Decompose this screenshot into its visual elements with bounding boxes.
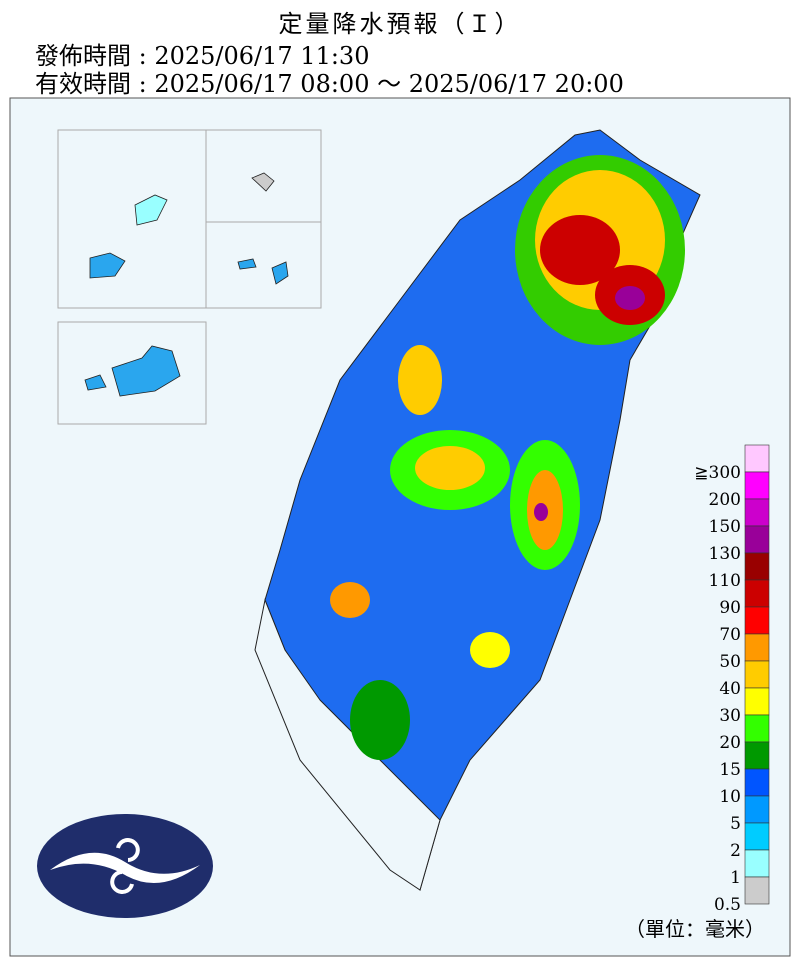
legend-swatch: [744, 714, 770, 743]
issue-time: 發佈時間 : 2025/06/17 11:30: [35, 42, 370, 70]
legend-label: 110: [709, 571, 741, 591]
legend-swatch: [744, 633, 770, 662]
legend-label: ≧300: [694, 463, 741, 483]
legend-label: 90: [719, 598, 741, 618]
legend-label: 70: [719, 625, 741, 645]
legend-swatch: [744, 579, 770, 608]
legend-label: 130: [709, 544, 741, 564]
legend-swatch: [744, 876, 770, 905]
rain-areas: [330, 155, 685, 760]
legend-swatch: [744, 471, 770, 500]
legend-swatch: [744, 444, 770, 473]
logo: [37, 814, 213, 918]
legend-swatch: [744, 822, 770, 851]
legend-swatch: [744, 768, 770, 797]
legend-label: 1: [730, 868, 741, 888]
outlying-islands: [84, 172, 289, 397]
legend-label: 0.5: [714, 895, 741, 915]
dry-southwest: [254, 598, 441, 891]
legend-label: 15: [719, 760, 741, 780]
legend-swatch: [744, 552, 770, 581]
legend-swatch: [744, 795, 770, 824]
legend-swatch: [744, 741, 770, 770]
legend-swatch: [744, 498, 770, 527]
legend-swatch: [744, 660, 770, 689]
legend: ≧300 200 150 130 110 90 70 50 40 30 20 15 10 5 2 1 0.5: [694, 444, 770, 915]
legend-label: 150: [709, 517, 741, 537]
inset-frames: [57, 129, 322, 425]
legend-label: 200: [709, 490, 741, 510]
legend-label: 2: [730, 841, 741, 861]
valid-time: 有效時間 : 2025/06/17 08:00 ～ 2025/06/17 20:…: [35, 70, 624, 98]
legend-label: 50: [719, 652, 741, 672]
legend-label: 40: [719, 679, 741, 699]
unit-label: （單位：毫米）: [625, 917, 765, 941]
legend-label: 30: [719, 706, 741, 726]
legend-label: 10: [719, 787, 741, 807]
legend-swatch: [744, 525, 770, 554]
legend-swatch: [744, 687, 770, 716]
legend-swatch: [744, 606, 770, 635]
legend-swatch: [744, 849, 770, 878]
title: 定量降水預報（Ｉ）: [278, 10, 522, 38]
legend-label: 5: [730, 814, 741, 834]
legend-label: 20: [719, 733, 741, 753]
